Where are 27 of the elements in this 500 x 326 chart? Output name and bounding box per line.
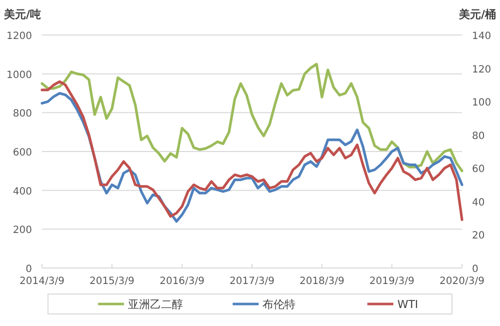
- y-tick-label: 600: [12, 148, 32, 158]
- x-tick-label: 2019/3/9: [369, 276, 414, 287]
- y2-tick-label: 20: [472, 230, 485, 242]
- x-tick-label: 2020/3/9: [440, 276, 484, 287]
- y2-axis-title: 美元/桶: [458, 8, 496, 21]
- x-tick-label: 2015/3/9: [89, 276, 134, 287]
- x-tick-label: 2017/3/9: [230, 276, 274, 287]
- legend-label: 布伦特: [262, 298, 296, 311]
- y-tick-label: 800: [12, 108, 32, 120]
- x-tick-label: 2018/3/9: [299, 276, 344, 287]
- y-axis-title: 美元/吨: [3, 8, 42, 21]
- y2-tick-label: 140: [472, 31, 492, 42]
- y-tick-label: 0: [26, 264, 32, 275]
- legend-label: WTI: [397, 298, 418, 311]
- y2-tick-label: 100: [472, 98, 492, 109]
- x-tick-label: 2014/3/9: [20, 276, 64, 287]
- y2-tick-label: 40: [472, 197, 485, 208]
- y-tick-label: 400: [12, 186, 32, 198]
- y2-tick-label: 60: [472, 164, 485, 176]
- y2-tick-label: 120: [472, 64, 492, 76]
- y-tick-label: 1200: [6, 31, 32, 42]
- y-tick-label: 200: [12, 225, 32, 236]
- legend-label: 亚洲乙二醇: [128, 298, 183, 311]
- y2-tick-label: 80: [472, 130, 485, 142]
- y-tick-label: 1000: [6, 70, 32, 81]
- x-tick-label: 2016/3/9: [160, 276, 205, 287]
- y2-tick-label: 0: [472, 264, 478, 275]
